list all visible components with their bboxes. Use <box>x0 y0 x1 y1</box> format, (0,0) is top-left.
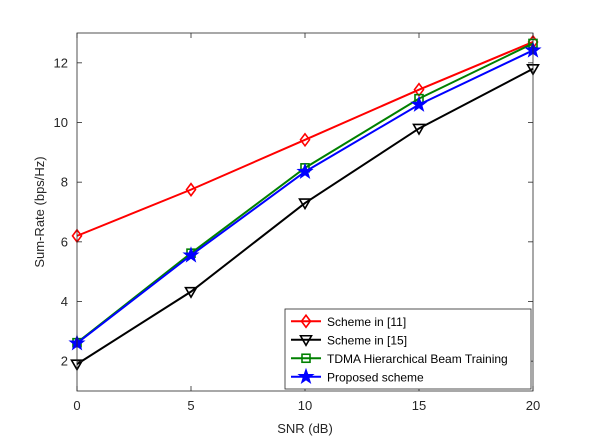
data-point <box>184 286 198 299</box>
y-tick-label: 2 <box>61 354 68 369</box>
legend-box <box>284 308 532 390</box>
data-point <box>185 182 197 197</box>
legend-marker <box>300 313 312 329</box>
data-point <box>298 198 312 211</box>
y-tick-label: 8 <box>61 175 68 190</box>
legend-label: Proposed scheme <box>327 370 424 384</box>
legend-entry: Scheme in [11] <box>291 313 406 329</box>
x-tick-label: 10 <box>298 398 312 413</box>
legend-entry: Proposed scheme <box>291 367 424 385</box>
y-tick-label: 12 <box>54 55 68 70</box>
data-point <box>182 246 200 263</box>
legend-marker <box>301 353 311 364</box>
legend-label: TDMA Hierarchical Beam Training <box>327 352 508 366</box>
series-layer <box>68 34 542 372</box>
legend-marker <box>299 334 313 347</box>
data-point <box>410 95 428 112</box>
x-tick-label: 5 <box>187 398 194 413</box>
legend: Scheme in [11] Scheme in [15] TDMA Hierarc… <box>284 308 532 390</box>
legend-marker <box>297 367 315 385</box>
data-point <box>296 162 314 180</box>
x-tick-label: 15 <box>412 398 426 413</box>
y-tick-label: 4 <box>61 294 68 309</box>
legend-entry: TDMA Hierarchical Beam Training <box>291 352 508 366</box>
data-point <box>412 123 426 136</box>
y-tick-label: 10 <box>54 115 68 130</box>
legend-entry: Scheme in [15] <box>291 333 407 347</box>
x-tick-label: 0 <box>73 398 80 413</box>
y-tick-label: 6 <box>61 234 68 249</box>
data-point <box>299 132 311 148</box>
x-axis-label: SNR (dB) <box>277 421 333 436</box>
y-axis-label: Sum-Rate (bps/Hz) <box>32 156 47 267</box>
series-line <box>76 41 534 237</box>
series-line <box>76 67 534 365</box>
tick-layer: 0 5 10 15 20 2 4 6 8 10 12 <box>54 33 540 413</box>
legend-label: Scheme in [15] <box>327 333 407 347</box>
x-tick-label: 20 <box>526 398 540 413</box>
legend-label: Scheme in [11] <box>327 315 406 329</box>
